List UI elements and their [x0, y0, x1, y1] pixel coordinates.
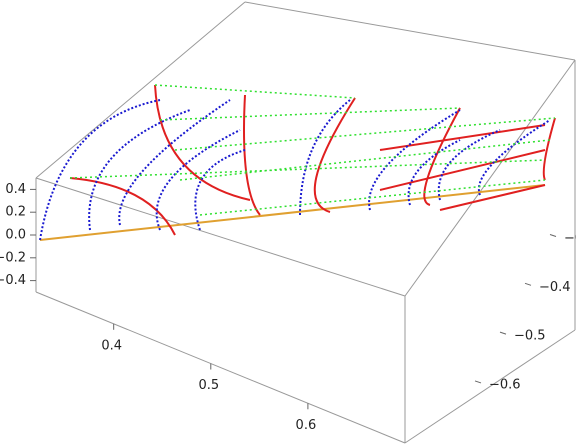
x-tick-label: 0.4: [101, 338, 122, 353]
y-tick: [549, 234, 557, 237]
z-tick-label: 0.4: [5, 182, 26, 197]
box-edge: [404, 329, 576, 444]
blue-curves: [39, 99, 551, 241]
x-tick-label: 0.5: [198, 378, 219, 393]
box-edge: [244, 1, 576, 61]
box-edge: [35, 1, 246, 179]
box-edge: [35, 177, 406, 297]
z-tick-label: 0.0: [5, 228, 26, 243]
box-edge: [35, 291, 406, 444]
y-tick-label: −0.4: [539, 280, 571, 295]
curves: [39, 84, 556, 241]
x-tick-label: 0.6: [296, 418, 317, 433]
y-tick: [524, 282, 532, 286]
z-tick-label: −0.2: [0, 250, 26, 265]
y-tick-label: −0.5: [514, 329, 546, 344]
z-tick-label: −0.4: [0, 273, 26, 288]
y-tick-label: −0.6: [489, 377, 521, 392]
y-tick: [474, 380, 482, 384]
green-curves: [69, 84, 556, 216]
y-tick-label: −0.3: [564, 231, 576, 246]
y-tick: [499, 331, 507, 335]
z-tick-label: 0.2: [5, 205, 26, 220]
box-edge: [404, 59, 576, 297]
diagonal-curve: [39, 184, 546, 241]
